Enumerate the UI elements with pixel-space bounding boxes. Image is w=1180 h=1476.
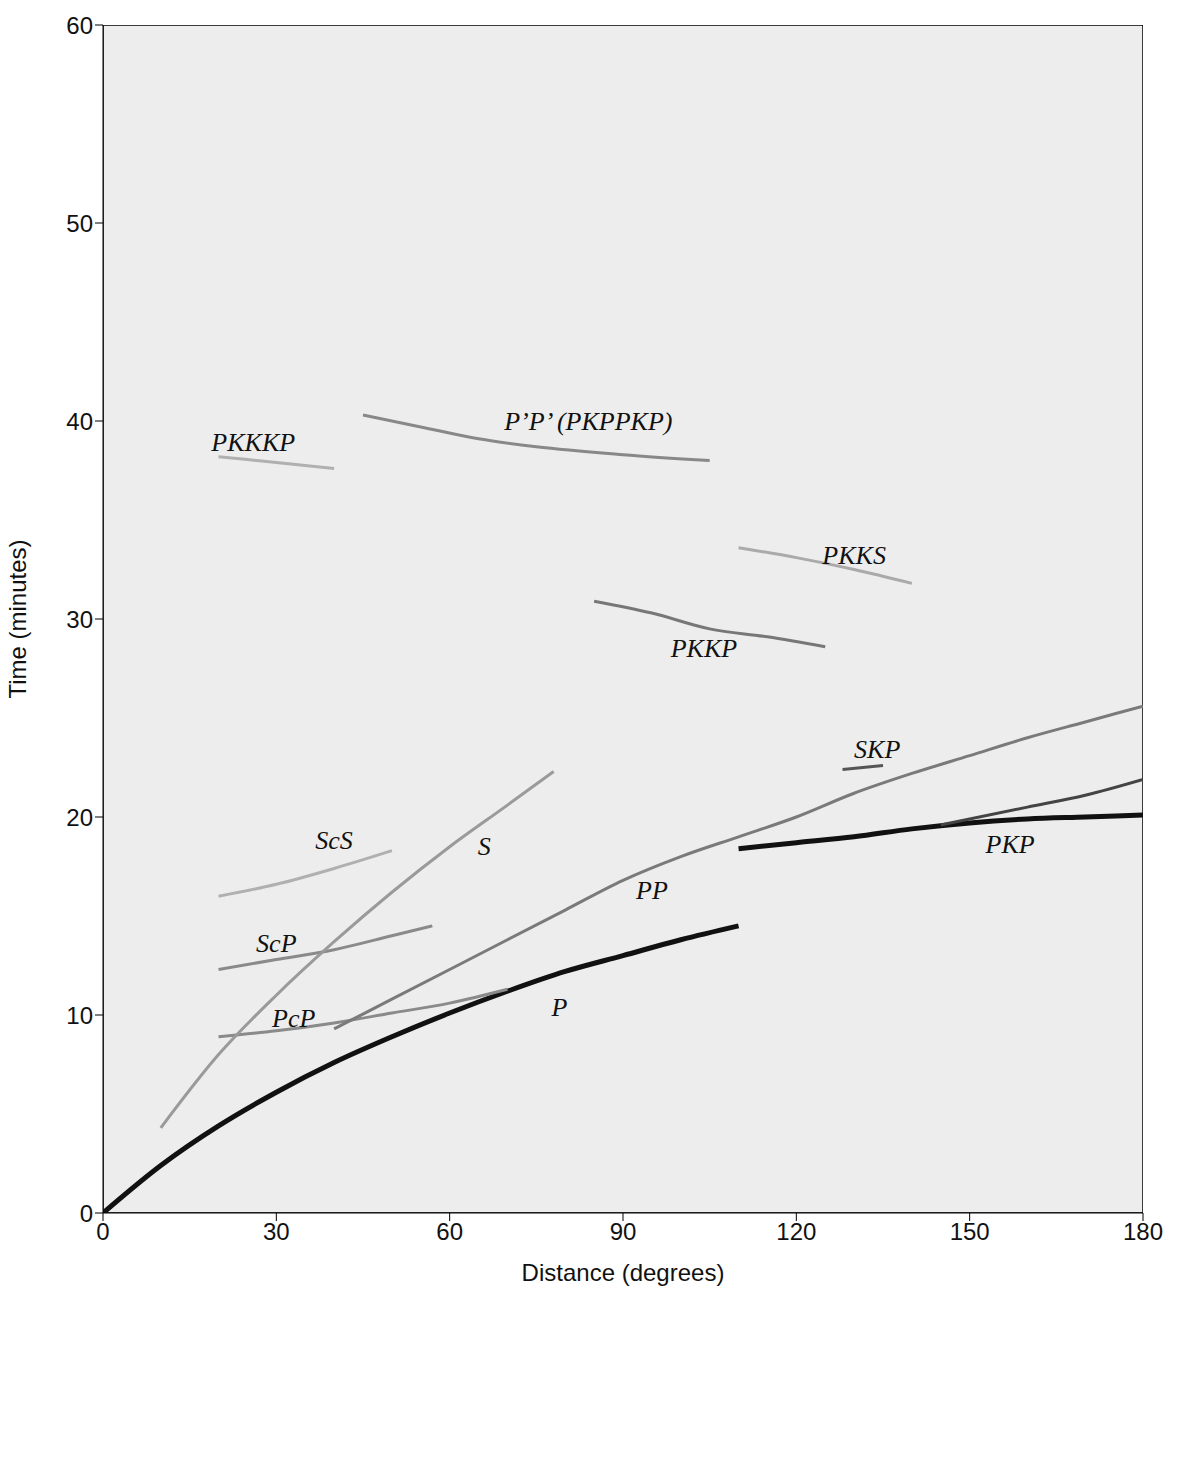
- svg-text:Time (minutes): Time (minutes): [4, 539, 31, 698]
- svg-text:PKKKP: PKKKP: [210, 428, 295, 457]
- svg-text:60: 60: [66, 12, 93, 39]
- svg-text:20: 20: [66, 804, 93, 831]
- svg-text:180: 180: [1123, 1218, 1163, 1245]
- svg-text:SKP: SKP: [854, 735, 900, 764]
- svg-text:120: 120: [776, 1218, 816, 1245]
- svg-text:PKP: PKP: [985, 830, 1035, 859]
- svg-text:PKKS: PKKS: [821, 541, 886, 570]
- svg-text:Distance (degrees): Distance (degrees): [522, 1259, 725, 1286]
- svg-text:PP: PP: [635, 876, 668, 905]
- svg-text:PKKP: PKKP: [670, 634, 738, 663]
- svg-text:30: 30: [263, 1218, 290, 1245]
- svg-text:90: 90: [610, 1218, 637, 1245]
- svg-text:P: P: [550, 993, 567, 1022]
- svg-text:150: 150: [950, 1218, 990, 1245]
- svg-text:0: 0: [96, 1218, 109, 1245]
- svg-text:40: 40: [66, 408, 93, 435]
- svg-text:ScS: ScS: [315, 826, 353, 855]
- svg-text:10: 10: [66, 1002, 93, 1029]
- svg-text:ScP: ScP: [256, 929, 297, 958]
- svg-text:PcP: PcP: [271, 1004, 315, 1033]
- svg-text:60: 60: [436, 1218, 463, 1245]
- svg-text:P’P’ (PKPPKP): P’P’ (PKPPKP): [503, 407, 672, 436]
- svg-text:50: 50: [66, 210, 93, 237]
- svg-text:30: 30: [66, 606, 93, 633]
- svg-text:S: S: [478, 832, 491, 861]
- svg-text:0: 0: [80, 1200, 93, 1227]
